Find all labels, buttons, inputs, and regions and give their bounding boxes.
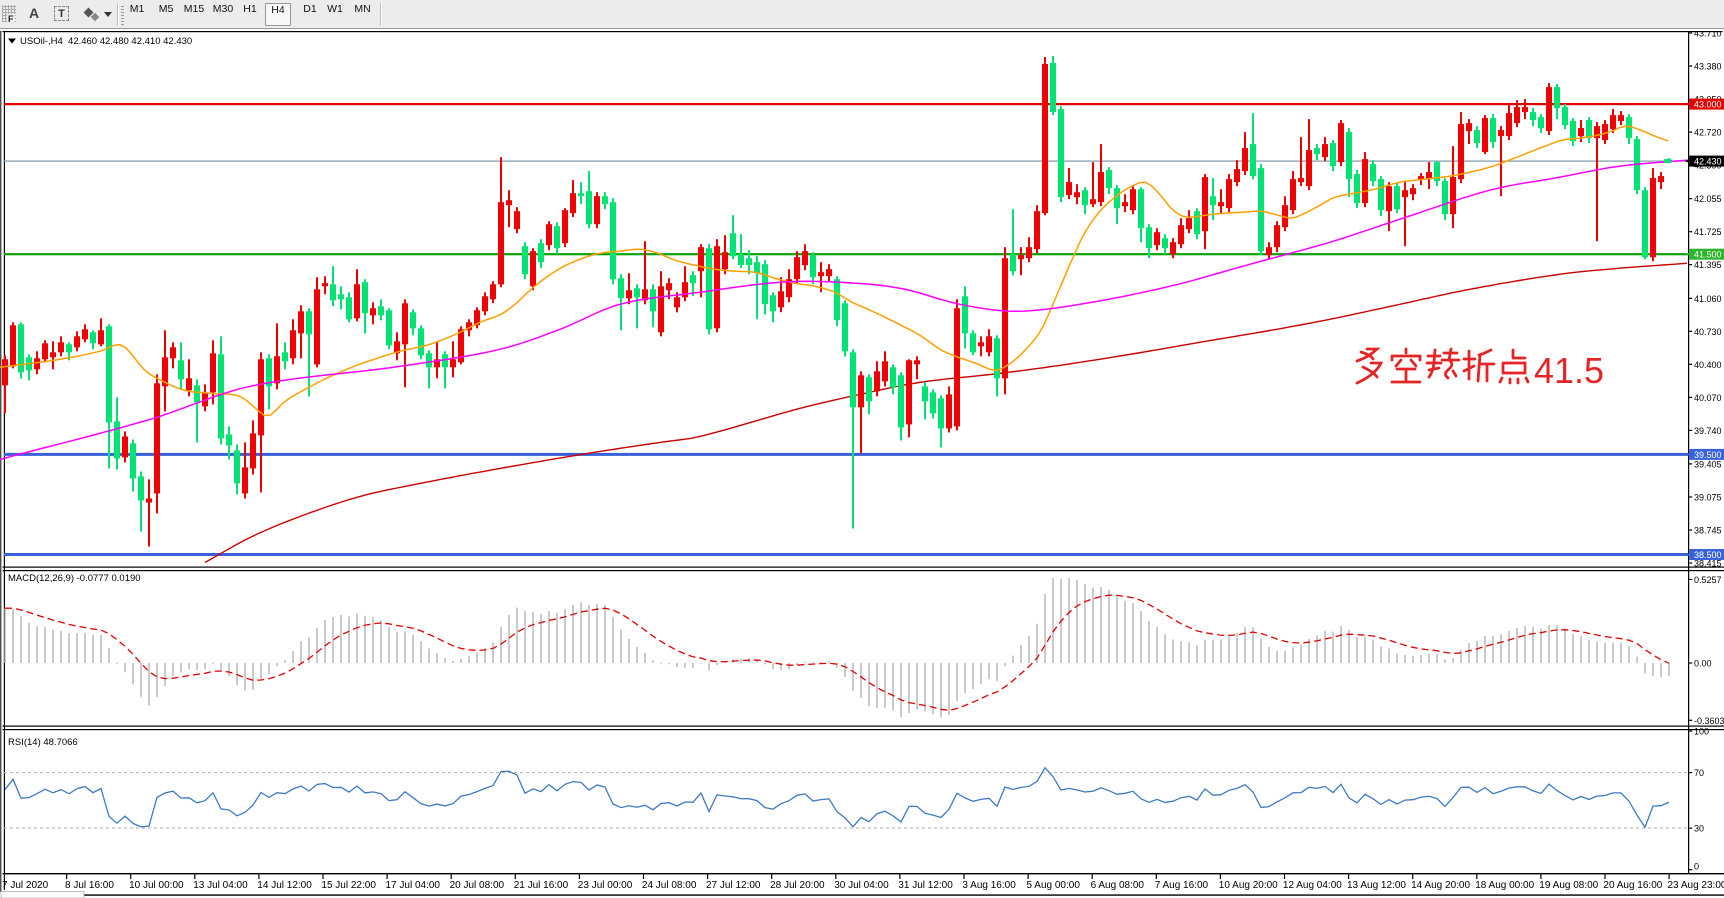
svg-text:42.720: 42.720 <box>1694 128 1722 138</box>
svg-text:USOil-,H4 42.460 42.480 42.41: USOil-,H4 42.460 42.480 42.410 42.430 <box>20 36 192 47</box>
svg-text:3 Aug 16:00: 3 Aug 16:00 <box>962 880 1016 891</box>
svg-text:7 Aug 16:00: 7 Aug 16:00 <box>1155 880 1209 891</box>
svg-text:23 Aug 23:00: 23 Aug 23:00 <box>1668 880 1724 891</box>
svg-text:8 Jul 16:00: 8 Jul 16:00 <box>65 880 114 891</box>
svg-text:39.500: 39.500 <box>1694 450 1722 460</box>
svg-text:0.5257: 0.5257 <box>1694 575 1722 585</box>
svg-text:24 Jul 08:00: 24 Jul 08:00 <box>642 880 697 891</box>
svg-text:42.430: 42.430 <box>1694 157 1722 167</box>
svg-text:7 Jul 2020: 7 Jul 2020 <box>2 880 49 891</box>
svg-text:17 Jul 04:00: 17 Jul 04:00 <box>386 880 441 891</box>
svg-text:41.060: 41.060 <box>1694 294 1722 304</box>
svg-text:MACD(12,26,9) -0.0777 0.0190: MACD(12,26,9) -0.0777 0.0190 <box>8 573 141 584</box>
svg-text:100: 100 <box>1694 727 1709 737</box>
svg-text:14 Aug 20:00: 14 Aug 20:00 <box>1411 880 1470 891</box>
svg-text:41.5: 41.5 <box>1534 350 1604 391</box>
svg-text:0.00: 0.00 <box>1694 659 1712 669</box>
svg-text:70: 70 <box>1694 768 1704 778</box>
svg-text:15 Jul 22:00: 15 Jul 22:00 <box>321 880 376 891</box>
svg-text:43.000: 43.000 <box>1694 100 1722 110</box>
svg-text:40.070: 40.070 <box>1694 393 1722 403</box>
svg-text:39.405: 39.405 <box>1694 459 1722 469</box>
svg-text:10 Jul 00:00: 10 Jul 00:00 <box>129 880 184 891</box>
svg-text:43.710: 43.710 <box>1694 29 1722 39</box>
svg-text:RSI(14) 48.7066: RSI(14) 48.7066 <box>8 737 78 748</box>
svg-text:28 Jul 20:00: 28 Jul 20:00 <box>770 880 825 891</box>
svg-text:31 Jul 12:00: 31 Jul 12:00 <box>898 880 953 891</box>
svg-text:19 Aug 08:00: 19 Aug 08:00 <box>1539 880 1598 891</box>
svg-text:20 Jul 08:00: 20 Jul 08:00 <box>450 880 505 891</box>
svg-text:18 Aug 00:00: 18 Aug 00:00 <box>1475 880 1534 891</box>
svg-text:41.500: 41.500 <box>1694 250 1722 260</box>
svg-text:38.415: 38.415 <box>1694 559 1722 569</box>
svg-text:30 Jul 04:00: 30 Jul 04:00 <box>834 880 889 891</box>
svg-text:30: 30 <box>1694 824 1704 834</box>
svg-text:23 Jul 00:00: 23 Jul 00:00 <box>578 880 633 891</box>
svg-text:12 Aug 04:00: 12 Aug 04:00 <box>1283 880 1342 891</box>
svg-text:39.740: 39.740 <box>1694 426 1722 436</box>
svg-text:40.400: 40.400 <box>1694 360 1722 370</box>
svg-text:5 Aug 00:00: 5 Aug 00:00 <box>1027 880 1081 891</box>
svg-text:27 Jul 12:00: 27 Jul 12:00 <box>706 880 761 891</box>
svg-text:-0.3603: -0.3603 <box>1694 716 1724 726</box>
svg-text:38.500: 38.500 <box>1694 550 1722 560</box>
svg-text:14 Jul 12:00: 14 Jul 12:00 <box>257 880 312 891</box>
svg-text:40.730: 40.730 <box>1694 327 1722 337</box>
svg-text:39.075: 39.075 <box>1694 493 1722 503</box>
svg-text:42.055: 42.055 <box>1694 194 1722 204</box>
svg-text:41.395: 41.395 <box>1694 260 1722 270</box>
svg-text:38.745: 38.745 <box>1694 526 1722 536</box>
svg-text:41.725: 41.725 <box>1694 227 1722 237</box>
svg-text:10 Aug 20:00: 10 Aug 20:00 <box>1219 880 1278 891</box>
svg-text:20 Aug 16:00: 20 Aug 16:00 <box>1603 880 1662 891</box>
svg-text:21 Jul 16:00: 21 Jul 16:00 <box>514 880 569 891</box>
svg-text:13 Jul 04:00: 13 Jul 04:00 <box>193 880 248 891</box>
svg-text:13 Aug 12:00: 13 Aug 12:00 <box>1347 880 1406 891</box>
svg-text:0: 0 <box>1694 862 1699 872</box>
svg-text:6 Aug 08:00: 6 Aug 08:00 <box>1091 880 1145 891</box>
svg-text:43.380: 43.380 <box>1694 62 1722 72</box>
